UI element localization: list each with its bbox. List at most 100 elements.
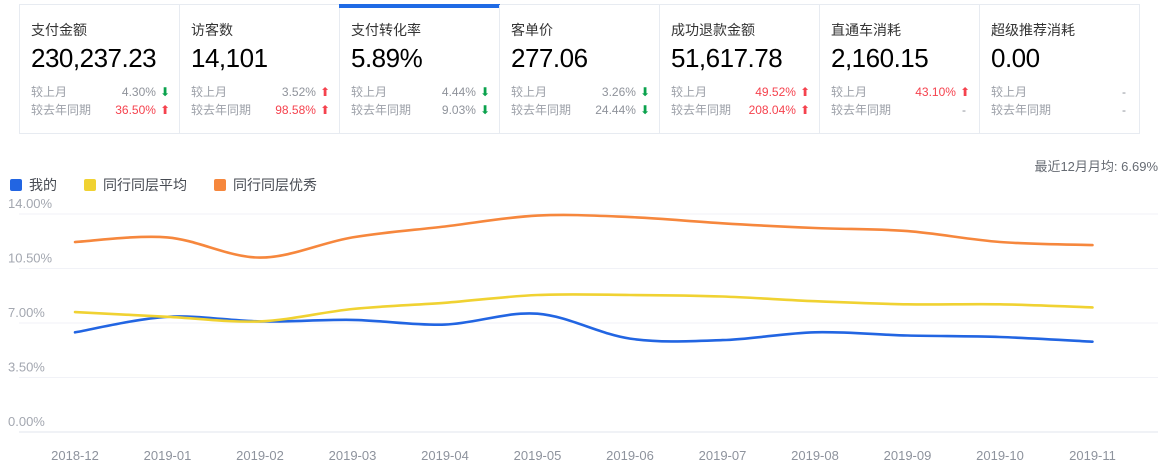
yoy-label: 较去年同期 [351, 103, 412, 117]
legend-label: 同行同层优秀 [233, 177, 317, 193]
trend-up-icon: ⬆ [319, 85, 330, 99]
metric-yoy-row: 较去年同期 36.50% ⬆ [31, 101, 170, 119]
metric-cards-row: 支付金额 230,237.23 较上月 4.30% ⬇ 较去年同期 36.50% ⬆… [19, 4, 1140, 134]
x-axis-label: 2019-09 [884, 448, 932, 463]
metric-mom-row: 较上月 4.44% ⬇ [351, 83, 490, 101]
yoy-label: 较去年同期 [831, 103, 892, 117]
trend-down-icon: ⬇ [479, 85, 490, 99]
metric-yoy-row: 较去年同期 - [991, 101, 1130, 119]
legend-item-peer-average[interactable]: 同行同层平均 [84, 175, 187, 195]
metric-card-ztc-spend[interactable]: 直通车消耗 2,160.15 较上月 43.10% ⬆ 较去年同期 - [819, 5, 979, 133]
trend-up-icon: ⬆ [319, 103, 330, 117]
yoy-value: 98.58% [275, 103, 316, 117]
metric-title: 支付转化率 [351, 22, 421, 38]
series-line-0 [73, 312, 1094, 343]
chart-legend: 我的 同行同层平均 同行同层优秀 [10, 175, 317, 195]
metric-card-avg-order-value[interactable]: 客单价 277.06 较上月 3.26% ⬇ 较去年同期 24.44% ⬇ [499, 5, 659, 133]
metric-card-payment-amount[interactable]: 支付金额 230,237.23 较上月 4.30% ⬇ 较去年同期 36.50% ⬆ [20, 5, 179, 133]
series-line-1 [73, 293, 1094, 323]
metric-title: 直通车消耗 [831, 22, 901, 38]
mom-label: 较上月 [511, 85, 548, 99]
metric-mom-row: 较上月 49.52% ⬆ [671, 83, 810, 101]
metric-card-payment-conversion-rate[interactable]: 支付转化率 5.89% 较上月 4.44% ⬇ 较去年同期 9.03% ⬇ [339, 4, 500, 133]
yoy-value: 36.50% [115, 103, 156, 117]
metric-value: 0.00 [991, 43, 1040, 73]
y-axis-label: 14.00% [8, 196, 53, 211]
mom-value: - [1122, 85, 1126, 99]
legend-swatch-peer-best [214, 179, 226, 191]
y-axis-label: 10.50% [8, 251, 53, 266]
x-axis-label: 2019-02 [236, 448, 284, 463]
metric-title: 访客数 [191, 22, 233, 38]
mom-label: 较上月 [671, 85, 708, 99]
mom-label: 较上月 [831, 85, 868, 99]
x-axis-label: 2019-04 [421, 448, 469, 463]
x-axis-label: 2019-01 [144, 448, 192, 463]
series-line-2 [73, 213, 1094, 259]
x-axis-label: 2019-10 [976, 448, 1024, 463]
x-axis-label: 2019-03 [329, 448, 377, 463]
metric-value: 2,160.15 [831, 43, 929, 73]
metric-title: 支付金额 [31, 22, 87, 38]
metric-title: 超级推荐消耗 [991, 22, 1075, 38]
trend-up-icon: ⬆ [799, 103, 810, 117]
metric-value: 14,101 [191, 43, 268, 73]
yoy-value: 24.44% [595, 103, 636, 117]
metric-title: 成功退款金额 [671, 22, 755, 38]
metric-value: 51,617.78 [671, 43, 783, 73]
mom-value: 3.26% [601, 85, 636, 99]
mom-value: 49.52% [755, 85, 796, 99]
yoy-label: 较去年同期 [191, 103, 252, 117]
metric-yoy-row: 较去年同期 9.03% ⬇ [351, 101, 490, 119]
yoy-value: - [1122, 103, 1126, 117]
yoy-label: 较去年同期 [671, 103, 732, 117]
metric-card-super-rec-spend[interactable]: 超级推荐消耗 0.00 较上月 - 较去年同期 - [979, 5, 1139, 133]
y-axis-label: 7.00% [8, 305, 45, 320]
mom-label: 较上月 [191, 85, 228, 99]
metric-value: 277.06 [511, 43, 588, 73]
legend-label: 同行同层平均 [103, 177, 187, 193]
y-axis-label: 3.50% [8, 360, 45, 375]
metric-card-visitors[interactable]: 访客数 14,101 较上月 3.52% ⬆ 较去年同期 98.58% ⬆ [179, 5, 339, 133]
recent-12-month-average-note: 最近12月月均: 6.69% [1034, 159, 1158, 174]
metric-mom-row: 较上月 3.26% ⬇ [511, 83, 650, 101]
mom-label: 较上月 [31, 85, 68, 99]
metric-card-refund-amount[interactable]: 成功退款金额 51,617.78 较上月 49.52% ⬆ 较去年同期 208.0… [659, 5, 819, 133]
trend-up-icon: ⬆ [799, 85, 810, 99]
mom-value: 43.10% [915, 85, 956, 99]
trend-up-icon: ⬆ [959, 85, 970, 99]
x-axis-label: 2019-05 [514, 448, 562, 463]
metric-value: 5.89% [351, 43, 423, 73]
x-axis-label: 2019-06 [606, 448, 654, 463]
mom-value: 4.30% [121, 85, 156, 99]
metric-value: 230,237.23 [31, 43, 157, 73]
legend-item-peer-best[interactable]: 同行同层优秀 [214, 175, 317, 195]
yoy-label: 较去年同期 [991, 103, 1052, 117]
x-axis-label: 2019-08 [791, 448, 839, 463]
metric-yoy-row: 较去年同期 - [831, 101, 970, 119]
mom-label: 较上月 [991, 85, 1028, 99]
legend-label: 我的 [29, 177, 57, 193]
metric-mom-row: 较上月 43.10% ⬆ [831, 83, 970, 101]
legend-swatch-peer-average [84, 179, 96, 191]
trend-up-icon: ⬆ [159, 103, 170, 117]
trend-down-icon: ⬇ [639, 103, 650, 117]
mom-value: 3.52% [281, 85, 316, 99]
trend-down-icon: ⬇ [479, 103, 490, 117]
yoy-value: - [962, 103, 966, 117]
x-axis-label: 2018-12 [51, 448, 99, 463]
yoy-value: 208.04% [748, 103, 796, 117]
metric-yoy-row: 较去年同期 24.44% ⬇ [511, 101, 650, 119]
yoy-label: 较去年同期 [31, 103, 92, 117]
metric-title: 客单价 [511, 22, 553, 38]
metric-yoy-row: 较去年同期 208.04% ⬆ [671, 101, 810, 119]
legend-swatch-mine [10, 179, 22, 191]
trend-down-icon: ⬇ [639, 85, 650, 99]
metric-mom-row: 较上月 3.52% ⬆ [191, 83, 330, 101]
metric-mom-row: 较上月 - [991, 83, 1130, 101]
metric-mom-row: 较上月 4.30% ⬇ [31, 83, 170, 101]
yoy-label: 较去年同期 [511, 103, 572, 117]
legend-item-mine[interactable]: 我的 [10, 175, 57, 195]
